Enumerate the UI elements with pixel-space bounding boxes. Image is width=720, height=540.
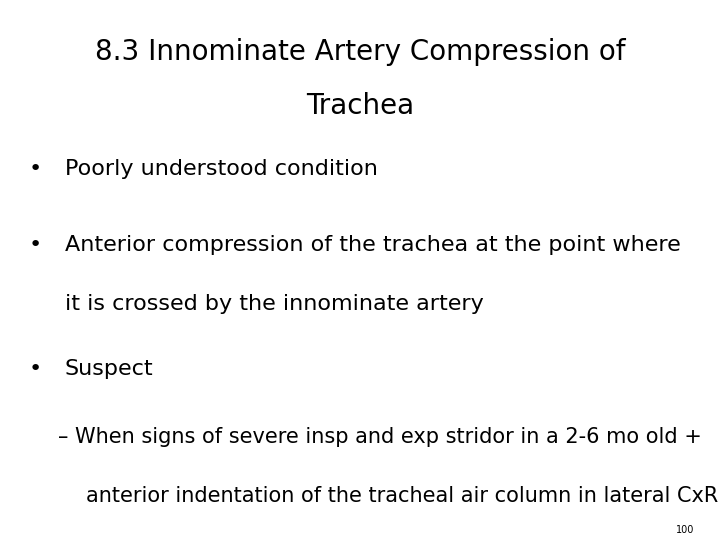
Text: 8.3 Innominate Artery Compression of: 8.3 Innominate Artery Compression of — [95, 38, 625, 66]
Text: Suspect: Suspect — [65, 359, 153, 379]
Text: •: • — [29, 235, 42, 255]
Text: Anterior compression of the trachea at the point where: Anterior compression of the trachea at t… — [65, 235, 680, 255]
Text: – When signs of severe insp and exp stridor in a 2-6 mo old +: – When signs of severe insp and exp stri… — [58, 427, 701, 447]
Text: Poorly understood condition: Poorly understood condition — [65, 159, 378, 179]
Text: Trachea: Trachea — [306, 92, 414, 120]
Text: 100: 100 — [676, 524, 695, 535]
Text: anterior indentation of the tracheal air column in lateral CxR: anterior indentation of the tracheal air… — [86, 486, 719, 506]
Text: it is crossed by the innominate artery: it is crossed by the innominate artery — [65, 294, 484, 314]
Text: •: • — [29, 159, 42, 179]
Text: •: • — [29, 359, 42, 379]
